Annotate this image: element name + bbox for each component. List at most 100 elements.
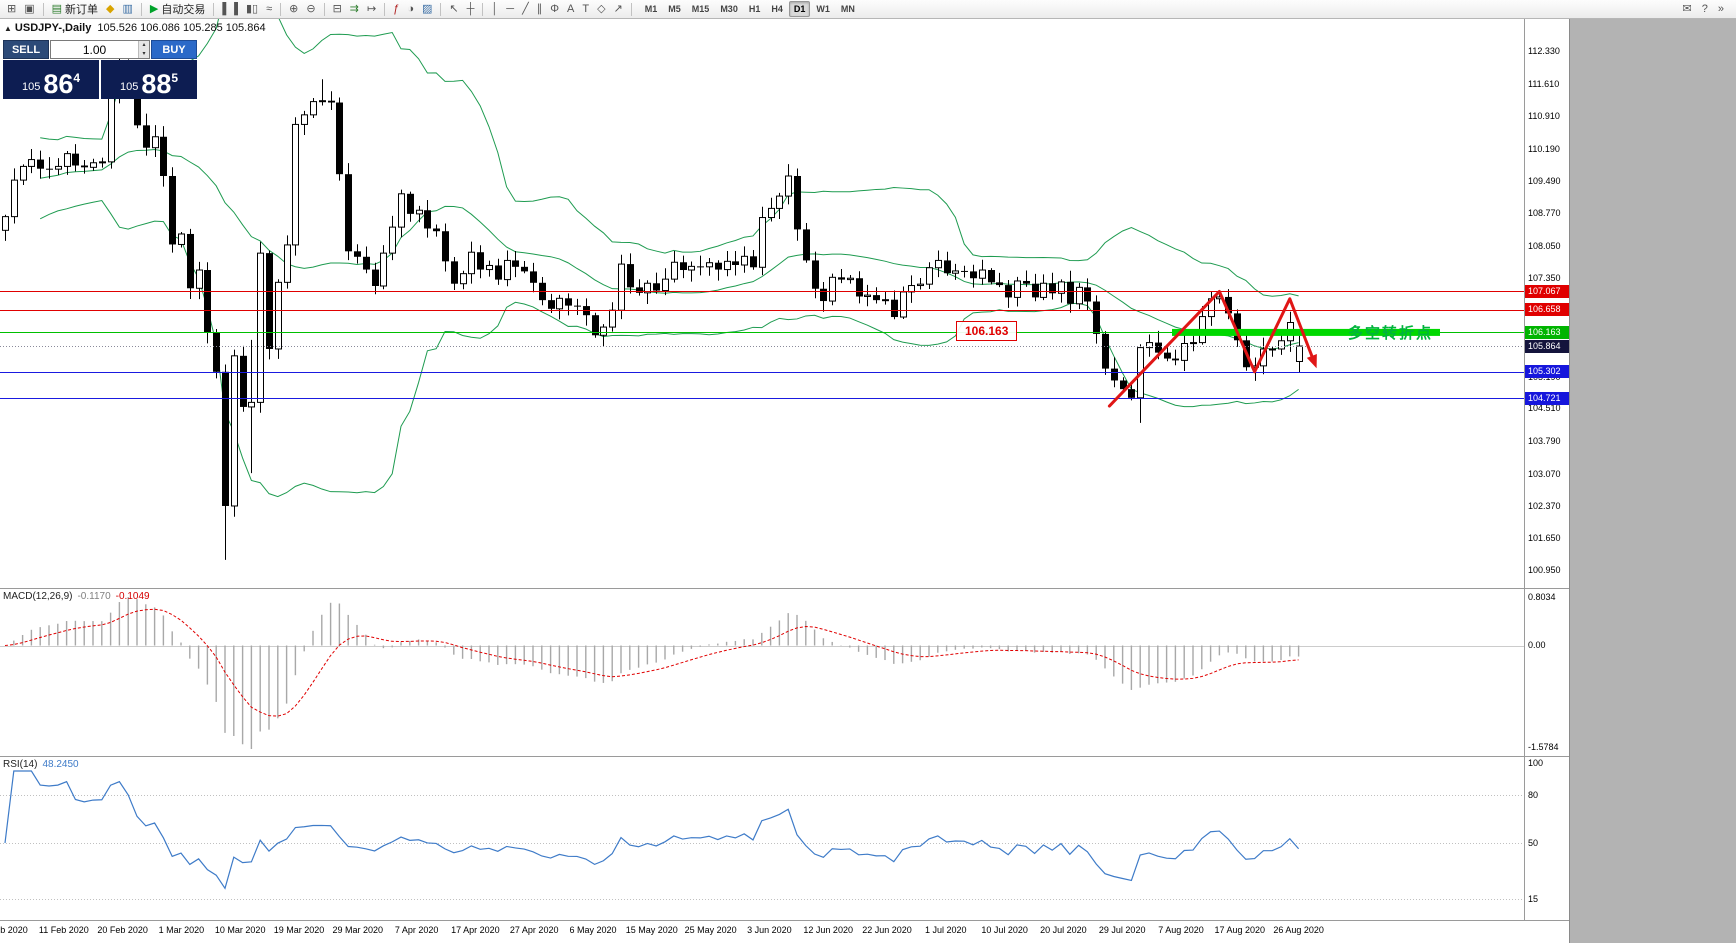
price-axis-tick: 104.510 xyxy=(1528,402,1561,413)
time-axis[interactable]: 3 Feb 2020 11 Feb 2020 20 Feb 2020 1 Mar 20… xyxy=(0,920,1569,943)
bar-chart-button[interactable]: ▌▐ xyxy=(218,1,242,18)
templates-button[interactable]: ▨ xyxy=(418,1,436,18)
horizontal-line-button[interactable]: ─ xyxy=(502,1,518,18)
help-button[interactable]: ? xyxy=(1698,1,1712,18)
macd-signal-value: -0.1049 xyxy=(115,591,150,602)
periods-button[interactable]: ◑ xyxy=(403,1,418,18)
channel-button[interactable]: ∥ xyxy=(533,1,547,18)
trendline-button[interactable]: ╱ xyxy=(518,1,533,18)
buy-price-panel[interactable]: 105 88 5 xyxy=(101,60,197,99)
price-axis-tick: 108.770 xyxy=(1528,208,1561,219)
timeframe-m1[interactable]: M1 xyxy=(644,4,658,14)
fibonacci-button[interactable]: Φ xyxy=(546,1,563,18)
profiles-icon: ▣ xyxy=(24,2,35,15)
metaeditor-icon: ◆ xyxy=(106,2,115,15)
rsi-axis[interactable]: 100 80 50 15 xyxy=(1524,757,1569,920)
rsi-axis-tick: 15 xyxy=(1528,894,1539,904)
time-axis-label: 25 May 2020 xyxy=(684,925,737,935)
zoom-in-button[interactable]: ⊕ xyxy=(285,1,302,18)
price-axis-tick: 111.610 xyxy=(1528,78,1560,89)
new-chart-icon: ⊞ xyxy=(7,2,17,15)
candlestick-chart-button[interactable]: ▮▯ xyxy=(242,1,262,18)
strategy-tester-button[interactable]: ▥ xyxy=(119,1,137,18)
time-axis-label: 29 Jul 2020 xyxy=(1098,925,1146,935)
price-axis-tick: 112.330 xyxy=(1528,45,1560,56)
timeframe-mn[interactable]: MN xyxy=(840,4,855,14)
timeframe-h1[interactable]: H1 xyxy=(748,4,761,14)
channel-icon: ∥ xyxy=(536,2,543,15)
price-tag: 105.864 xyxy=(1525,339,1569,353)
macd-axis-tick: -1.5784 xyxy=(1528,742,1559,752)
volume-input[interactable] xyxy=(51,41,138,58)
time-axis-label: 3 Jun 2020 xyxy=(747,925,792,935)
volume-spinner: ▴ ▾ xyxy=(138,41,149,58)
chart-shift-icon: ↦ xyxy=(367,2,377,15)
macd-panel[interactable]: MACD(12,26,9) -0.1170 -0.1049 0.8034 0.00 -1… xyxy=(0,588,1569,756)
sell-button[interactable]: SELL xyxy=(3,40,49,59)
toolbar-separator xyxy=(280,2,282,16)
autotrading-button[interactable]: ▶ 自动交易 xyxy=(146,0,209,19)
new-chart-button[interactable]: ⊞ xyxy=(3,1,20,18)
macd-axis[interactable]: 0.8034 0.00 -1.5784 xyxy=(1524,589,1569,756)
rsi-axis-tick: 80 xyxy=(1528,790,1539,800)
price-tag: 104.721 xyxy=(1525,391,1569,405)
price-axis-tick: 110.190 xyxy=(1528,143,1560,154)
zoom-out-button[interactable]: ⊖ xyxy=(302,1,319,18)
rsi-panel[interactable]: RSI(14) 48.2450 100 80 50 15 xyxy=(0,756,1569,920)
price-axis-tick: 101.650 xyxy=(1528,533,1561,544)
main-chart-panel[interactable]: ▲ USDJPY-,Daily 105.526 106.086 105.285 10… xyxy=(0,19,1569,588)
timeframe-d1[interactable]: D1 xyxy=(788,1,811,17)
time-axis-label: 10 Mar 2020 xyxy=(214,925,266,935)
sell-price-panel[interactable]: 105 86 4 xyxy=(3,60,99,99)
shapes-button[interactable]: ◇ xyxy=(593,1,609,18)
new-order-button[interactable]: ▤ 新订单 xyxy=(48,0,102,19)
time-axis-label: 6 May 2020 xyxy=(569,925,617,935)
text-button[interactable]: A xyxy=(563,1,578,18)
time-axis-label: 7 Apr 2020 xyxy=(394,925,439,935)
one-click-toggle-icon[interactable]: ▲ xyxy=(4,24,12,33)
zoom-in-icon: ⊕ xyxy=(289,2,299,15)
timeframe-w1[interactable]: W1 xyxy=(816,4,830,14)
label-button[interactable]: T xyxy=(578,1,593,18)
time-axis-label: 29 Mar 2020 xyxy=(332,925,384,935)
auto-scroll-button[interactable]: ⇉ xyxy=(346,1,363,18)
macd-canvas[interactable] xyxy=(0,589,1524,756)
volume-down-icon[interactable]: ▾ xyxy=(142,50,146,57)
price-chart-canvas[interactable] xyxy=(0,19,1524,588)
timeframe-m5[interactable]: M5 xyxy=(668,4,681,14)
crosshair-button[interactable]: ┼ xyxy=(463,1,479,18)
time-axis-label: 27 Apr 2020 xyxy=(509,925,559,935)
toolbar-overflow-icon: » xyxy=(1717,2,1724,15)
arrow-tool-button[interactable]: ↗ xyxy=(610,1,627,18)
time-axis-label: 19 Mar 2020 xyxy=(273,925,325,935)
timeframe-m15[interactable]: M15 xyxy=(691,4,710,14)
main-price-axis[interactable]: 112.330 111.610 110.910 110.190 109.490 108.7… xyxy=(1524,19,1569,588)
mail-button[interactable]: ✉ xyxy=(1679,1,1696,18)
candlestick-chart-icon: ▮▯ xyxy=(245,2,259,15)
vertical-line-button[interactable]: │ xyxy=(487,1,502,18)
chart-shift-button[interactable]: ↦ xyxy=(363,1,380,18)
time-axis-label: 17 Apr 2020 xyxy=(451,925,500,935)
chart-ohlc-values: 105.526 106.086 105.285 105.864 xyxy=(97,22,266,34)
time-axis-label: 11 Feb 2020 xyxy=(38,925,89,935)
price-level-label[interactable]: 106.163 xyxy=(956,321,1018,342)
buy-button[interactable]: BUY xyxy=(151,40,197,59)
volume-up-icon[interactable]: ▴ xyxy=(142,42,146,48)
pivot-point-label[interactable]: 多空转折点 xyxy=(1348,325,1434,343)
rsi-value: 48.2450 xyxy=(42,759,79,770)
profiles-button[interactable]: ▣ xyxy=(20,1,38,18)
rsi-canvas[interactable] xyxy=(0,757,1524,920)
tile-windows-button[interactable]: ⊟ xyxy=(329,1,346,18)
toolbar-overflow-button[interactable]: » xyxy=(1714,1,1728,18)
rsi-axis-tick: 100 xyxy=(1528,758,1544,768)
cursor-icon: ↖ xyxy=(449,2,459,15)
templates-icon: ▨ xyxy=(422,2,433,15)
time-axis-label: 22 Jun 2020 xyxy=(862,925,912,935)
indicators-button[interactable]: ƒ xyxy=(389,1,403,18)
price-axis-tick: 109.490 xyxy=(1528,175,1561,186)
timeframe-h4[interactable]: H4 xyxy=(771,4,783,14)
timeframe-m30[interactable]: M30 xyxy=(720,4,738,14)
cursor-button[interactable]: ↖ xyxy=(445,1,462,18)
metaeditor-button[interactable]: ◆ xyxy=(102,1,118,18)
line-chart-button[interactable]: ≈ xyxy=(262,1,276,18)
